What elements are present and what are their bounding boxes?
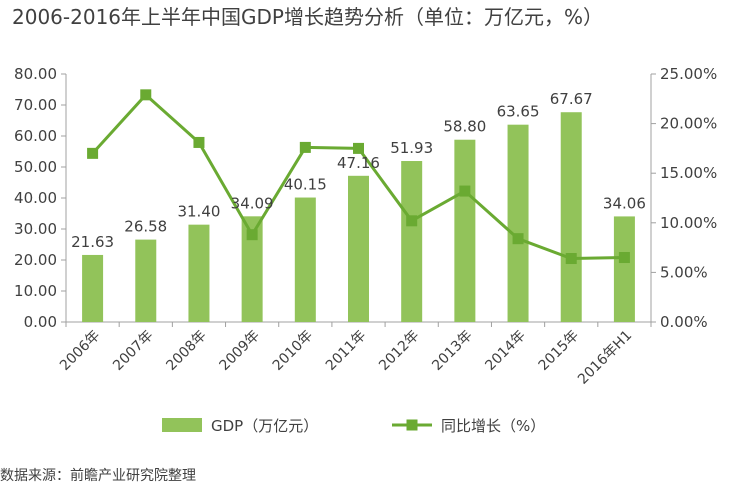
x-tick-label: 2011年: [323, 328, 369, 374]
bars: [82, 112, 635, 323]
axes: 0.00 10.00 20.00 30.00 40.00 50.00 60.00 70.00 8…: [14, 65, 717, 331]
gdp-bar: [82, 254, 104, 322]
legend-bar-swatch: [162, 418, 202, 432]
x-tick-label: 2013年: [429, 328, 475, 374]
left-tick-label: 20.00: [14, 251, 57, 269]
chart-title: 2006-2016年上半年中国GDP增长趋势分析（单位：万亿元，%）: [12, 5, 603, 29]
legend-line-label: 同比增长（%）: [441, 417, 545, 435]
gdp-bar: [294, 197, 316, 322]
left-tick-label: 30.00: [14, 220, 57, 238]
source-note: 数据来源：前瞻产业研究院整理: [0, 467, 196, 484]
growth-point: [353, 142, 364, 154]
left-tick-label: 40.00: [14, 189, 57, 207]
gdp-bar: [507, 124, 529, 322]
growth-point: [87, 147, 99, 159]
gdp-bar: [241, 216, 263, 322]
left-tick-label: 70.00: [14, 96, 57, 114]
x-tick-label: 2014年: [482, 328, 528, 374]
growth-point: [246, 229, 258, 241]
gdp-data-label: 21.63: [71, 233, 114, 251]
right-tick-label: 20.00%: [660, 115, 717, 133]
gdp-data-label: 67.67: [550, 90, 593, 108]
legend-line-marker: [406, 419, 418, 431]
right-tick-label: 0.00%: [660, 313, 708, 331]
gdp-data-label: 34.06: [603, 194, 646, 212]
gdp-bar: [454, 139, 476, 322]
gdp-data-label: 47.16: [337, 154, 380, 172]
growth-point: [193, 136, 205, 148]
gdp-data-label: 40.15: [284, 176, 327, 194]
x-tick-label: 2008年: [163, 328, 209, 374]
legend-bar-label: GDP（万亿元）: [211, 417, 318, 435]
gdp-data-label: 51.93: [390, 139, 433, 157]
left-tick-label: 60.00: [14, 127, 57, 145]
left-tick-label: 50.00: [14, 158, 57, 176]
right-tick-label: 15.00%: [660, 164, 717, 182]
x-tick-label: 2012年: [376, 328, 422, 374]
x-tick-label: 2010年: [270, 328, 316, 374]
gdp-data-label: 58.80: [443, 118, 486, 136]
gdp-bar: [560, 112, 582, 323]
growth-point: [140, 89, 152, 101]
x-tick-label: 2015年: [536, 328, 582, 374]
x-tick-label: 2007年: [110, 328, 156, 374]
gdp-bar: [613, 216, 635, 322]
gdp-data-label: 63.65: [497, 103, 540, 121]
growth-line: [87, 89, 630, 265]
legend: GDP（万亿元） 同比增长（%）: [162, 417, 545, 435]
x-tick-label: 2016年H1: [575, 328, 635, 388]
growth-point: [512, 233, 524, 245]
right-tick-label: 10.00%: [660, 214, 717, 232]
data-labels: 21.63 26.58 31.40 34.09 40.15 47.16 51.93 58.80…: [71, 90, 646, 251]
growth-point: [565, 253, 577, 265]
gdp-bar: [348, 175, 369, 322]
gdp-bar: [135, 239, 157, 322]
gdp-bar: [401, 161, 423, 322]
growth-point: [406, 215, 418, 227]
left-tick-label: 0.00: [24, 313, 57, 331]
gdp-bar: [188, 224, 210, 322]
right-tick-label: 5.00%: [660, 263, 708, 281]
gdp-data-label: 34.09: [231, 194, 274, 212]
left-tick-label: 80.00: [14, 65, 57, 83]
right-tick-label: 25.00%: [660, 65, 717, 83]
x-tick-label: 2006年: [57, 328, 103, 374]
gdp-data-label: 31.40: [177, 203, 220, 221]
growth-point: [459, 185, 471, 197]
growth-point: [618, 252, 630, 264]
gdp-data-label: 26.58: [124, 218, 167, 236]
x-tick-labels: 2006年 2007年 2008年 2009年 2010年 2011年 2012年 2013年…: [57, 328, 635, 388]
left-tick-label: 10.00: [14, 282, 57, 300]
growth-point: [299, 141, 311, 153]
x-tick-label: 2009年: [217, 328, 263, 374]
